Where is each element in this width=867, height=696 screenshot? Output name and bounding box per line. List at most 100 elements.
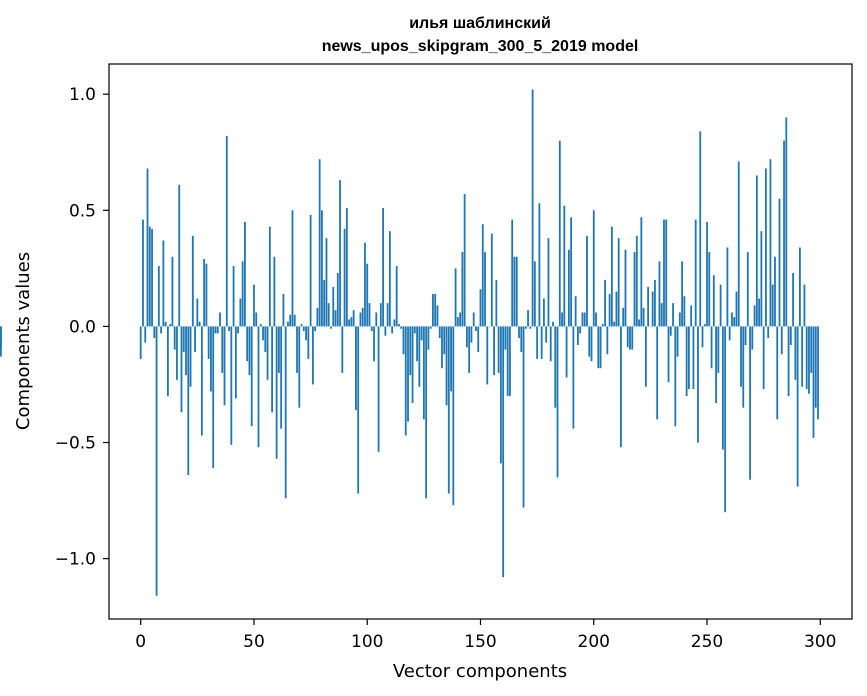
- bar: [432, 293, 434, 327]
- bar: [547, 238, 550, 327]
- bar: [178, 184, 181, 327]
- bar: [633, 252, 636, 327]
- bar: [552, 321, 554, 327]
- bar: [164, 321, 167, 327]
- bar: [395, 266, 398, 327]
- bar: [327, 303, 330, 327]
- bar: [334, 310, 337, 327]
- bar: [683, 296, 686, 327]
- bar: [402, 326, 405, 355]
- bar: [434, 293, 437, 327]
- bar: [794, 326, 797, 380]
- bar: [798, 247, 801, 327]
- bar: [719, 284, 722, 327]
- bar: [617, 238, 620, 327]
- bar: [411, 326, 414, 404]
- bar: [225, 135, 228, 327]
- bar: [699, 131, 702, 327]
- bar: [185, 326, 187, 376]
- bar: [373, 326, 375, 362]
- bar: [234, 326, 237, 399]
- bar: [651, 291, 654, 327]
- bar: [352, 310, 355, 327]
- bar: [744, 326, 747, 345]
- bar: [210, 326, 212, 392]
- bar: [710, 326, 713, 369]
- bar: [792, 273, 795, 327]
- x-tick-label: 0: [135, 632, 146, 652]
- bar: [443, 326, 446, 355]
- bar: [509, 326, 511, 397]
- bar: [416, 326, 418, 362]
- bar: [341, 326, 344, 373]
- bar: [753, 305, 756, 327]
- bar: [139, 326, 142, 359]
- bar: [685, 326, 688, 397]
- bar: [268, 226, 271, 327]
- bar: [694, 219, 697, 327]
- bar: [520, 326, 523, 352]
- bar: [266, 326, 269, 380]
- bar: [610, 226, 613, 327]
- bar: [169, 324, 172, 327]
- chart-title: илья шаблинский: [409, 15, 551, 32]
- bar: [370, 326, 373, 332]
- bar: [774, 256, 776, 327]
- bar: [379, 303, 382, 327]
- bars-group: [0, 89, 819, 596]
- bar: [146, 168, 149, 327]
- bar: [624, 249, 627, 327]
- bar: [567, 249, 570, 327]
- bar: [255, 312, 258, 327]
- bar: [484, 252, 486, 327]
- bar: [330, 326, 332, 329]
- bar: [606, 326, 609, 355]
- bar: [475, 326, 477, 332]
- bar: [533, 261, 536, 327]
- bar: [586, 235, 588, 327]
- bar: [216, 326, 219, 334]
- bar: [307, 326, 310, 359]
- bar: [321, 210, 323, 327]
- bar: [572, 326, 575, 429]
- bar: [187, 326, 190, 476]
- bar: [540, 326, 543, 359]
- bar: [293, 314, 296, 327]
- bar: [561, 312, 563, 327]
- x-tick-label: 150: [464, 632, 496, 652]
- bar: [644, 326, 647, 387]
- bar: [812, 326, 815, 438]
- bar: [746, 252, 749, 327]
- bar: [230, 326, 233, 445]
- bar: [479, 289, 482, 327]
- bar: [273, 256, 276, 327]
- bar: [413, 326, 416, 334]
- y-tick-label: 0.5: [69, 201, 96, 221]
- bar: [456, 317, 459, 327]
- x-tick-label: 250: [691, 632, 723, 652]
- bar: [298, 326, 301, 408]
- bar: [583, 312, 586, 327]
- bar: [499, 326, 502, 464]
- bar: [742, 326, 745, 408]
- bar: [545, 326, 548, 343]
- bar: [470, 326, 473, 343]
- bar: [151, 228, 153, 327]
- bar: [737, 161, 740, 327]
- bar: [574, 296, 577, 327]
- bar: [601, 324, 604, 327]
- bar: [615, 291, 618, 327]
- bar: [407, 326, 409, 422]
- bar: [157, 266, 160, 327]
- bar: [305, 326, 307, 341]
- bar: [620, 326, 622, 448]
- bar: [427, 326, 430, 350]
- bar: [445, 326, 448, 406]
- bar: [166, 326, 169, 397]
- bar: [647, 286, 650, 327]
- bar: [524, 326, 527, 329]
- bar: [776, 326, 779, 420]
- bar: [692, 326, 695, 390]
- bar: [597, 326, 600, 369]
